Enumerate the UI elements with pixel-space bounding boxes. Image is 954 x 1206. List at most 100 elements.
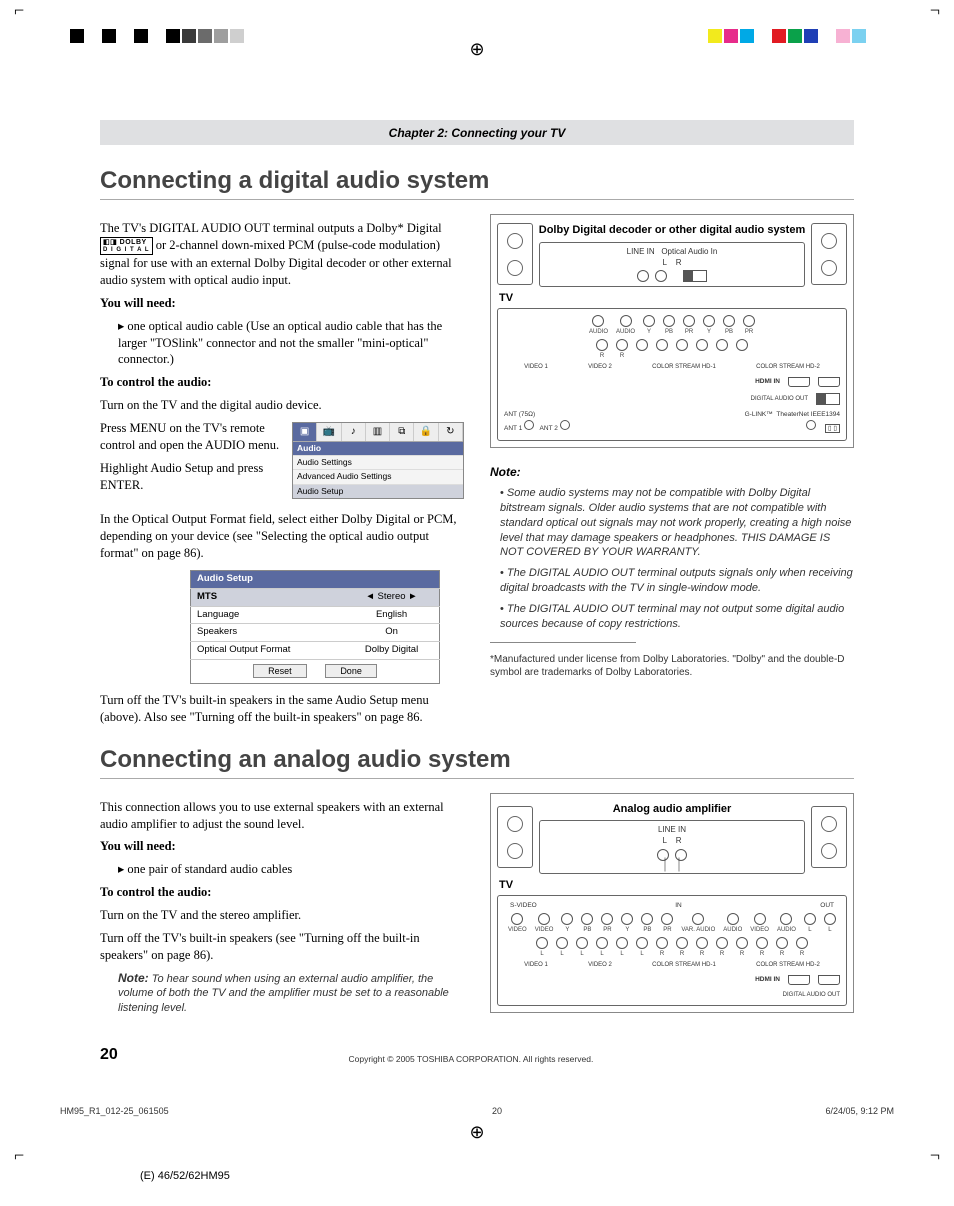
av-jack-icon: AUDIO (589, 315, 608, 335)
step-text: Turn off the TV's built-in speakers (see… (100, 930, 464, 964)
step-text: Turn on the TV and the digital audio dev… (100, 397, 464, 414)
av-jack-icon: R (616, 339, 628, 359)
av-jack-icon: L (536, 937, 548, 957)
table-key: Speakers (191, 624, 345, 642)
step-text: Turn off the TV's built-in speakers in t… (100, 692, 464, 726)
speaker-icon (811, 223, 847, 285)
table-key: Optical Output Format (191, 642, 345, 660)
speaker-icon (811, 806, 847, 868)
av-jack-icon (736, 339, 748, 359)
table-value: English (344, 606, 439, 624)
av-jack-icon (636, 339, 648, 359)
section-title-analog: Connecting an analog audio system (100, 746, 854, 774)
av-jack-icon: L (576, 937, 588, 957)
av-jack-icon: PB (641, 913, 653, 933)
av-jack-icon: R (796, 937, 808, 957)
analog-right-column: Analog audio amplifier LINE IN L R ｜｜ TV… (490, 793, 854, 1017)
tv-rear-panel: S-VIDEO IN OUT VIDEOVIDEOYPBPRYPBPRVAR. … (497, 895, 847, 1006)
av-jack-icon: PB (723, 315, 735, 335)
to-control-heading: To control the audio: (100, 884, 464, 901)
need-item: one pair of standard audio cables (118, 861, 464, 878)
diagram-title: Analog audio amplifier (533, 802, 811, 817)
reset-button: Reset (253, 664, 307, 678)
dolby-footnote: *Manufactured under license from Dolby L… (490, 653, 854, 679)
table-value: ◄ Stereo ► (344, 588, 439, 606)
av-jack-icon: R (756, 937, 768, 957)
av-jack-icon: Y (643, 315, 655, 335)
you-will-need-heading: You will need: (100, 838, 464, 855)
optical-port-icon (683, 270, 707, 282)
av-jack-icon: PR (683, 315, 695, 335)
intro-text: This connection allows you to use extern… (100, 799, 464, 833)
av-jack-icon: VIDEO (750, 913, 769, 933)
digital-right-column: Dolby Digital decoder or other digital a… (490, 214, 854, 732)
print-metadata: HM95_R1_012-25_061505 20 6/24/05, 9:12 P… (0, 1094, 954, 1116)
av-jack-icon: Y (621, 913, 633, 933)
crop-mark: ¬ (930, 1145, 940, 1166)
speaker-icon (497, 806, 533, 868)
av-jack-icon: AUDIO (723, 913, 742, 933)
step-text: Turn on the TV and the stereo amplifier. (100, 907, 464, 924)
av-jack-icon: L (616, 937, 628, 957)
note-heading: Note: (490, 464, 854, 480)
chapter-header: Chapter 2: Connecting your TV (100, 120, 854, 145)
av-jack-icon: VAR. AUDIO (681, 913, 715, 933)
av-jack-icon (716, 339, 728, 359)
amplifier-box: LINE IN L R ｜｜ (539, 820, 805, 874)
av-jack-icon: Y (703, 315, 715, 335)
crop-mark: ⌐ (14, 0, 24, 21)
menu-tab-icon: ↻ (439, 423, 463, 441)
osd-audio-menu: ▣📺♪▥⧉🔒↻ Audio Audio SettingsAdvanced Aud… (292, 422, 464, 499)
hdmi-port-icon (818, 377, 840, 387)
digital-left-column: The TV's DIGITAL AUDIO OUT terminal outp… (100, 214, 464, 732)
analog-connection-diagram: Analog audio amplifier LINE IN L R ｜｜ TV… (490, 793, 854, 1014)
intro-text-2: or 2-channel down-mixed PCM (pulse-code … (100, 238, 452, 287)
page-number: 20 (100, 1046, 118, 1064)
av-jack-icon: R (676, 937, 688, 957)
table-value: On (344, 624, 439, 642)
optical-port-icon (816, 393, 840, 405)
menu-item: Audio Setup (293, 484, 463, 498)
digital-connection-diagram: Dolby Digital decoder or other digital a… (490, 214, 854, 448)
hdmi-port-icon (788, 975, 810, 985)
notes-list: Some audio systems may not be compatible… (490, 486, 854, 632)
av-jack-icon (656, 339, 668, 359)
diagram-title: Dolby Digital decoder or other digital a… (533, 223, 811, 238)
meta-timestamp: 6/24/05, 9:12 PM (825, 1106, 894, 1116)
copyright-text: Copyright © 2005 TOSHIBA CORPORATION. Al… (118, 1054, 824, 1064)
table-key: MTS (191, 588, 345, 606)
note-item: The DIGITAL AUDIO OUT terminal outputs s… (500, 566, 854, 596)
table-key: Language (191, 606, 345, 624)
meta-page: 20 (492, 1106, 502, 1116)
menu-tab-icon: ▣ (293, 423, 317, 441)
av-jack-icon (676, 339, 688, 359)
crop-mark: ⌐ (14, 1145, 24, 1166)
av-jack-icon: R (776, 937, 788, 957)
av-jack-icon: VIDEO (508, 913, 527, 933)
crop-mark: ¬ (930, 0, 940, 21)
tv-label: TV (499, 878, 847, 893)
menu-item: Advanced Audio Settings (293, 469, 463, 483)
tv-rear-panel: AUDIOAUDIOYPBPRYPBPR RR VIDEO 1 VIDEO 2 … (497, 308, 847, 441)
audio-setup-table: Audio Setup MTS◄ Stereo ►LanguageEnglish… (190, 570, 440, 684)
av-jack-icon: PR (743, 315, 755, 335)
registration-mark-icon: ⊕ (0, 1122, 954, 1143)
intro-text: The TV's DIGITAL AUDIO OUT terminal outp… (100, 221, 442, 235)
menu-tab-icon: 📺 (317, 423, 341, 441)
av-jack-icon: R (596, 339, 608, 359)
av-jack-icon: Y (561, 913, 573, 933)
menu-tab-icon: ⧉ (390, 423, 414, 441)
note-text: To hear sound when using an external aud… (118, 973, 449, 1015)
av-jack-icon: L (636, 937, 648, 957)
av-jack-icon: L (804, 913, 816, 933)
av-jack-icon: PR (601, 913, 613, 933)
note-item: Some audio systems may not be compatible… (500, 486, 854, 560)
av-jack-icon: AUDIO (616, 315, 635, 335)
note-item: The DIGITAL AUDIO OUT terminal may not o… (500, 602, 854, 632)
section-title-digital: Connecting a digital audio system (100, 167, 854, 195)
to-control-heading: To control the audio: (100, 374, 464, 391)
av-jack-icon: R (736, 937, 748, 957)
speaker-icon (497, 223, 533, 285)
you-will-need-heading: You will need: (100, 295, 464, 312)
table-title: Audio Setup (191, 571, 440, 589)
